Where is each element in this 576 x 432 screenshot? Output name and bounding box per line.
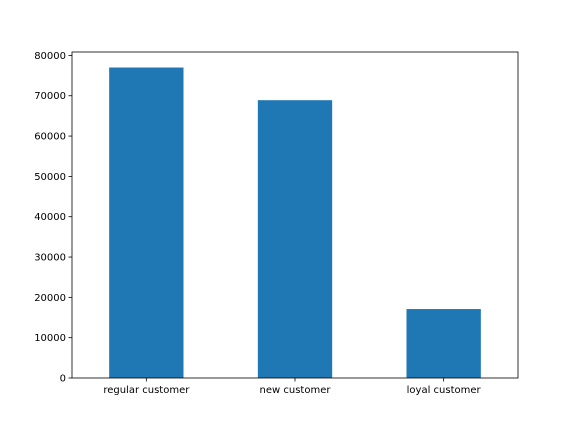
bar-0 bbox=[109, 67, 184, 379]
x-tick-label-2: loyal customer bbox=[407, 385, 482, 396]
y-tick-label-4: 40000 bbox=[34, 212, 66, 223]
y-tick-label-5: 50000 bbox=[34, 172, 66, 183]
bars-layer bbox=[109, 67, 481, 379]
y-tick-label-2: 20000 bbox=[34, 293, 66, 304]
x-tick-label-1: new customer bbox=[260, 385, 332, 396]
plot-frame bbox=[71, 51, 519, 379]
y-tick-label-8: 80000 bbox=[34, 51, 66, 62]
bar-2 bbox=[406, 309, 481, 378]
y-tick-label-3: 30000 bbox=[34, 253, 66, 264]
y-tick-label-7: 70000 bbox=[34, 91, 66, 102]
x-axis: regular customer new customer loyal custom… bbox=[103, 378, 482, 396]
bar-1 bbox=[257, 100, 333, 378]
y-tick-label-6: 60000 bbox=[34, 132, 66, 143]
x-tick-label-0: regular customer bbox=[103, 385, 190, 396]
y-tick-label-0: 0 bbox=[60, 374, 66, 385]
y-tick-label-1: 10000 bbox=[34, 333, 66, 344]
y-axis: 0 10000 20000 30000 40000 50000 60000 70000 8000… bbox=[34, 51, 72, 385]
